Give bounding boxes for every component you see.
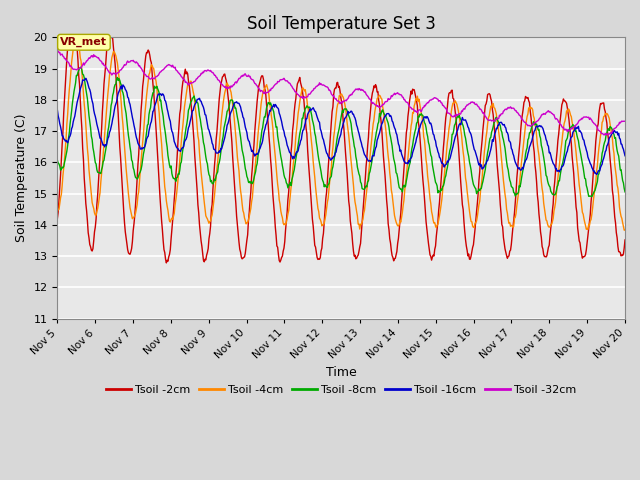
Tsoil -4cm [64,111,72,117]
Tsoil -8cm [411,129,419,134]
Tsoil -8cm [211,176,218,182]
Tsoil -2cm [412,95,420,100]
Tsoil -16cm [428,123,435,129]
Tsoil -4cm [211,192,218,198]
Title: Soil Temperature Set 3: Soil Temperature Set 3 [247,15,436,33]
Tsoil -8cm [77,64,85,70]
Tsoil -16cm [123,90,131,96]
Tsoil -4cm [123,174,131,180]
Tsoil -4cm [180,104,188,109]
Tsoil -4cm [620,227,628,233]
Text: VR_met: VR_met [60,37,108,48]
Line: Tsoil -16cm: Tsoil -16cm [58,78,625,174]
Line: Tsoil -2cm: Tsoil -2cm [58,12,625,263]
Tsoil -8cm [428,154,435,160]
Line: Tsoil -8cm: Tsoil -8cm [58,67,625,197]
Tsoil -16cm [54,108,61,113]
Tsoil -32cm [180,76,188,82]
Tsoil -4cm [621,227,629,233]
Tsoil -16cm [411,142,419,147]
Tsoil -2cm [123,240,131,246]
Tsoil -32cm [427,97,435,103]
Tsoil -2cm [211,154,219,159]
Tsoil -32cm [210,71,218,77]
Tsoil -32cm [602,132,610,138]
Tsoil -16cm [82,75,90,81]
Tsoil -8cm [621,189,629,195]
Tsoil -32cm [410,108,418,113]
Tsoil -4cm [74,37,81,43]
Tsoil -2cm [163,260,170,266]
Tsoil -8cm [123,119,131,124]
Line: Tsoil -32cm: Tsoil -32cm [58,50,625,135]
Tsoil -16cm [593,171,600,177]
Tsoil -2cm [64,45,72,51]
Tsoil -8cm [54,157,61,163]
Tsoil -16cm [621,153,629,158]
Tsoil -32cm [621,118,629,124]
Legend: Tsoil -2cm, Tsoil -4cm, Tsoil -8cm, Tsoil -16cm, Tsoil -32cm: Tsoil -2cm, Tsoil -4cm, Tsoil -8cm, Tsoi… [102,381,580,399]
Tsoil -4cm [54,209,61,215]
X-axis label: Time: Time [326,366,356,379]
Tsoil -2cm [69,9,77,15]
Tsoil -4cm [428,209,435,215]
Tsoil -32cm [64,59,72,65]
Tsoil -8cm [180,136,188,142]
Tsoil -2cm [621,237,629,243]
Tsoil -2cm [182,66,189,72]
Tsoil -32cm [54,47,61,53]
Tsoil -8cm [64,143,72,148]
Tsoil -2cm [429,254,436,260]
Tsoil -8cm [588,194,596,200]
Tsoil -4cm [411,100,419,106]
Tsoil -16cm [211,146,218,152]
Tsoil -32cm [122,62,130,68]
Tsoil -16cm [180,139,188,144]
Tsoil -16cm [64,140,72,146]
Y-axis label: Soil Temperature (C): Soil Temperature (C) [15,114,28,242]
Tsoil -2cm [54,216,61,221]
Line: Tsoil -4cm: Tsoil -4cm [58,40,625,230]
